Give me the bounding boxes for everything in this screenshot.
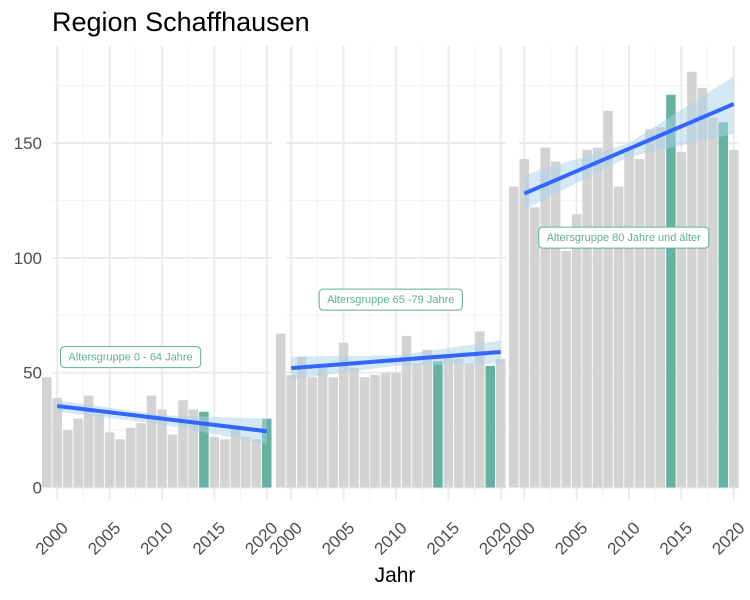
annotation-label: Altersgruppe 80 Jahre und älter	[547, 232, 701, 244]
facet-panel: Altersgruppe 0 - 64 Jahre 2000 2005 2010 201…	[32, 46, 282, 559]
bar	[307, 377, 317, 488]
bar	[276, 333, 286, 488]
bar	[454, 358, 464, 488]
bar	[540, 147, 550, 488]
highlight-bar	[199, 411, 209, 488]
x-tick-label: 2005	[551, 518, 591, 558]
annotation-label: Altersgruppe 0 - 64 Jahre	[69, 352, 193, 364]
y-tick-label: 0	[33, 479, 42, 498]
annotation-box	[538, 226, 710, 249]
x-tick-label: 2010	[604, 518, 644, 558]
annotation-box	[60, 346, 202, 369]
bar	[509, 186, 519, 488]
bar	[349, 368, 359, 488]
bar	[209, 436, 220, 488]
bar	[687, 71, 697, 488]
bar	[42, 377, 52, 488]
bar	[251, 439, 262, 488]
bar	[94, 414, 104, 488]
bar	[634, 159, 645, 488]
bar	[328, 377, 338, 488]
bar	[729, 149, 739, 488]
highlight-bar	[485, 365, 496, 488]
bar	[475, 331, 485, 488]
bar	[613, 186, 624, 488]
y-tick-label: 50	[23, 364, 42, 383]
bar	[655, 126, 666, 488]
highlight-bar	[262, 418, 272, 488]
annotation-box	[318, 288, 463, 311]
bar	[370, 374, 380, 488]
bar	[550, 161, 561, 488]
bar	[464, 363, 475, 488]
x-axis-title: Jahr	[375, 564, 416, 587]
bar	[412, 363, 422, 488]
bar	[708, 117, 718, 488]
bar	[519, 159, 529, 488]
bar	[676, 152, 687, 488]
highlight-bar	[718, 122, 729, 488]
bar	[104, 432, 115, 488]
bar	[338, 342, 349, 488]
bar	[188, 409, 199, 488]
bar	[401, 335, 412, 488]
highlight-bar	[666, 94, 676, 488]
bar	[296, 356, 307, 488]
bar	[73, 418, 83, 488]
trend-line	[56, 403, 268, 434]
bar	[571, 214, 582, 488]
panels-layer: Altersgruppe 0 - 64 Jahre 2000 2005 2010 201…	[32, 46, 749, 559]
y-tick-label: 150	[14, 134, 42, 153]
bar	[83, 395, 94, 488]
bar	[443, 354, 454, 488]
y-tick-label: 100	[14, 249, 42, 268]
bar	[603, 110, 613, 488]
trend-line	[291, 350, 501, 371]
bar	[645, 129, 655, 488]
chart-title: Region Schaffhausen	[52, 7, 310, 37]
x-tick-label: 2015	[656, 518, 696, 558]
bar	[561, 250, 571, 488]
bar	[359, 377, 370, 488]
bar	[422, 349, 433, 488]
bar	[317, 365, 328, 488]
bar	[496, 358, 506, 488]
bar	[624, 147, 634, 488]
y-axis: 0 50 100 150	[14, 134, 42, 498]
x-tick-label: 2000	[32, 518, 72, 558]
bar	[157, 409, 167, 488]
annotation-label: Altersgruppe 65 -79 Jahre	[327, 294, 454, 306]
bar	[115, 439, 125, 488]
bar	[220, 439, 230, 488]
highlight-bar	[433, 361, 443, 488]
x-tick-label: 2015	[423, 518, 463, 558]
bar	[178, 400, 188, 488]
bar	[582, 149, 592, 488]
x-tick-label: 2005	[318, 518, 358, 558]
bar	[52, 397, 62, 488]
bar	[230, 425, 241, 488]
bar	[391, 372, 401, 488]
bar	[286, 374, 296, 488]
bar	[592, 147, 603, 488]
x-tick-label: 2010	[137, 518, 177, 558]
bar	[167, 434, 178, 488]
bar	[380, 372, 391, 488]
bar	[697, 87, 708, 488]
confidence-ribbon	[524, 76, 734, 210]
bar	[529, 207, 540, 488]
trend-line	[523, 102, 735, 196]
bar	[146, 395, 157, 488]
x-tick-label: 2005	[84, 518, 124, 558]
x-tick-label: 2020	[708, 518, 748, 558]
bar	[136, 423, 146, 488]
x-tick-label: 2010	[371, 518, 411, 558]
bar	[62, 430, 73, 488]
x-tick-label: 2015	[189, 518, 229, 558]
bar	[125, 427, 136, 488]
bar	[241, 436, 251, 488]
